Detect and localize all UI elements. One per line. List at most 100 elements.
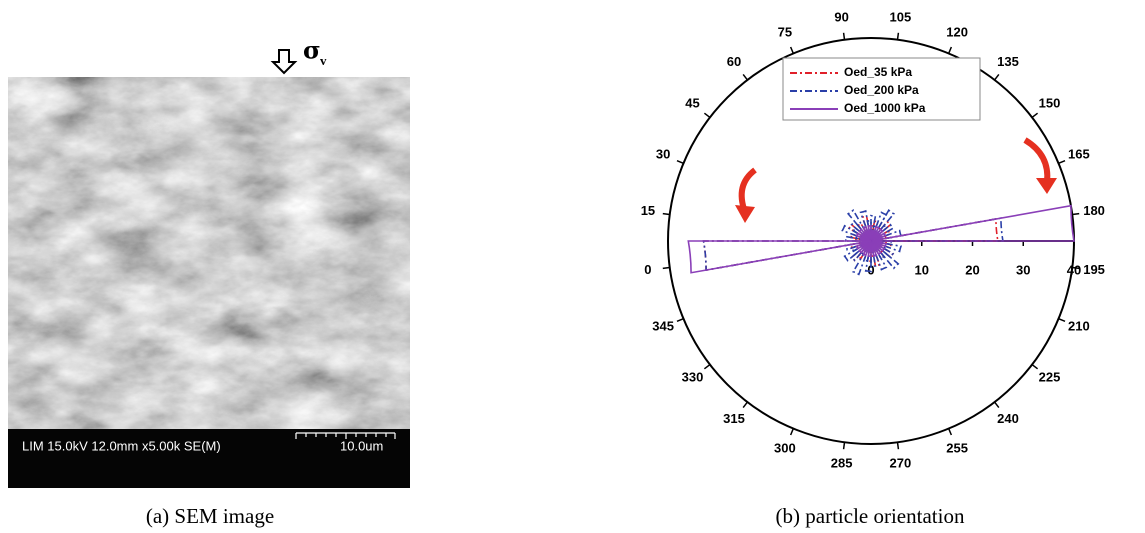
arrow (1023, 137, 1051, 183)
load-arrow (270, 49, 298, 75)
angle-tick (676, 317, 684, 323)
petal (844, 240, 872, 251)
petal (843, 240, 872, 262)
legend-label: Oed_35 kPa (844, 65, 912, 79)
arrow (738, 167, 757, 214)
angle-tick (662, 212, 670, 216)
petal (870, 240, 895, 259)
scale-label: 10.0um (340, 438, 383, 453)
angle-tick (703, 363, 711, 370)
petal (850, 240, 872, 262)
angle-tick-label: 0 (644, 262, 651, 277)
petal (870, 240, 886, 253)
angle-tick (789, 46, 795, 54)
angle-tick-label: 240 (997, 411, 1019, 426)
angle-tick (1058, 317, 1066, 323)
scale-bar (295, 432, 396, 439)
petal (867, 224, 872, 242)
angle-tick (896, 442, 900, 450)
sigma-sub: v (320, 53, 327, 68)
angle-tick-label: 300 (774, 440, 796, 455)
arrow (735, 205, 755, 223)
angle-tick (1031, 112, 1039, 119)
angle-tick-label: 255 (946, 440, 968, 455)
angle-tick-label: 60 (727, 54, 741, 69)
petal (870, 224, 888, 242)
sem-image (8, 77, 410, 429)
angle-tick-label: 180 (1083, 203, 1105, 218)
caption: (a) SEM image (146, 504, 274, 528)
angle-tick (662, 266, 670, 270)
angle-tick (1031, 363, 1039, 370)
petal (862, 240, 872, 257)
angle-tick (703, 112, 711, 119)
angle-tick (742, 401, 749, 409)
radial-tick-label: 0 (867, 262, 874, 277)
petal (687, 240, 872, 274)
angle-tick-label: 315 (723, 411, 745, 426)
petal (864, 240, 872, 273)
angle-tick (1058, 159, 1066, 165)
angle-tick (993, 401, 1000, 409)
petal (858, 240, 872, 254)
angle-tick (842, 32, 846, 40)
sem-panel: LIM 15.0kV 12.0mm x5.00k SE(M) 10.0um σ … (8, 36, 410, 488)
petal (870, 232, 887, 242)
caption: (b) particle orientation (776, 504, 965, 528)
petal (870, 240, 888, 271)
petal (862, 225, 872, 242)
petal (870, 223, 895, 242)
angle-tick-label: 165 (1068, 146, 1090, 161)
angle-tick (789, 428, 795, 436)
angle-tick (1072, 266, 1080, 270)
petal (870, 225, 880, 242)
angle-tick-label: 45 (685, 95, 699, 110)
petal (870, 209, 896, 242)
radial-tick-label: 40 (1067, 262, 1081, 277)
petal (855, 232, 872, 242)
angle-tick (842, 442, 846, 450)
angle-tick-label: 150 (1039, 95, 1061, 110)
angle-tick-label: 135 (997, 54, 1019, 69)
angle-tick (947, 46, 953, 54)
petal (870, 240, 888, 248)
petal (870, 240, 883, 256)
petal (841, 224, 872, 242)
angle-tick-label: 195 (1083, 262, 1105, 277)
angle-tick-label: 285 (831, 456, 853, 471)
petal (846, 209, 872, 242)
info-bar (8, 429, 410, 488)
radial-tick-label: 10 (915, 262, 929, 277)
petal (870, 204, 1075, 242)
angle-tick (993, 73, 1000, 81)
angle-tick-label: 15 (641, 203, 655, 218)
radial-tick-label: 30 (1016, 262, 1030, 277)
angle-tick-label: 210 (1068, 319, 1090, 334)
petal (852, 240, 872, 276)
rose-chart: 0 15 30 45 60 75 90 105 120 135 150 165 180 195 210 225… (641, 9, 1105, 470)
arrow (1036, 178, 1057, 194)
angle-tick (896, 32, 900, 40)
petal (870, 240, 877, 268)
legend-label: Oed_1000 kPa (844, 101, 926, 115)
petal (870, 228, 884, 242)
radial-tick-label: 20 (965, 262, 979, 277)
angle-tick-label: 120 (946, 25, 968, 40)
angle-tick-label: 75 (778, 25, 792, 40)
petal (862, 240, 872, 263)
angle-tick (947, 428, 953, 436)
petal (870, 214, 877, 242)
angle-tick-label: 30 (656, 146, 670, 161)
petal (870, 240, 903, 253)
angle-tick (1072, 212, 1080, 216)
angle-tick-label: 345 (652, 319, 674, 334)
petal (850, 240, 872, 253)
petal (867, 240, 872, 258)
angle-tick-label: 225 (1039, 369, 1061, 384)
petal (852, 226, 872, 242)
angle-tick-label: 105 (890, 9, 912, 24)
angle-tick (742, 73, 749, 81)
angle-tick (676, 159, 684, 165)
petal (855, 240, 872, 250)
